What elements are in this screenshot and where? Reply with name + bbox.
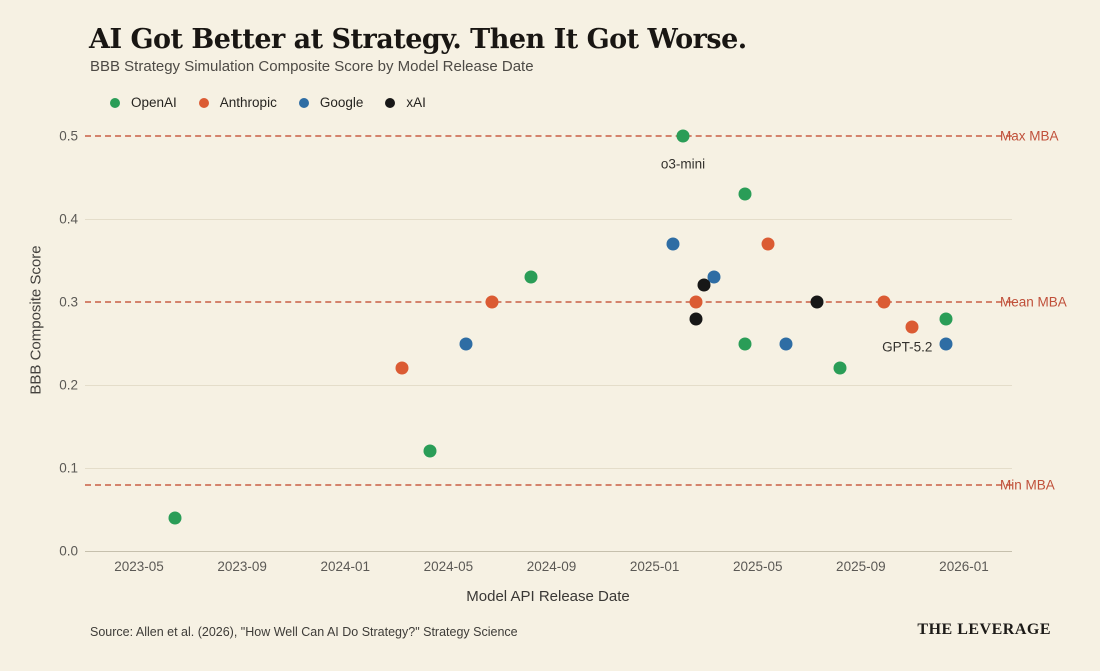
data-point-google [459, 337, 473, 350]
x-tick-label: 2025-05 [732, 559, 783, 574]
legend-label: Anthropic [219, 95, 277, 110]
x-tick-label: 2024-05 [423, 559, 474, 574]
x-tick-label: 2023-09 [217, 559, 267, 574]
x-axis-title: Model API Release Date [466, 588, 630, 605]
x-tick-label: 2024-01 [320, 559, 371, 574]
y-axis-title: BBB Composite Score [27, 245, 45, 395]
chart-subtitle: BBB Strategy Simulation Composite Score … [90, 58, 534, 75]
legend-label: OpenAI [131, 95, 177, 110]
ref-label-mean-mba: Mean MBA [1000, 294, 1067, 310]
brand-logo: THE LEVERAGE [917, 621, 1051, 638]
data-point-xai [689, 312, 703, 326]
y-tick-label: 0.5 [59, 128, 78, 144]
annotation-gpt-5-2: GPT-5.2 [882, 339, 933, 355]
data-point-xai [697, 278, 711, 292]
data-point-google [707, 270, 721, 284]
legend-item-google: Google [298, 95, 364, 110]
y-tick-label: 0.1 [59, 460, 78, 476]
y-tick-label: 0.0 [59, 543, 78, 559]
gridline [85, 219, 1012, 220]
data-point-openai [738, 337, 752, 350]
ref-label-min-mba: Min MBA [1000, 477, 1055, 493]
data-point-openai [939, 312, 953, 326]
y-tick-label: 0.2 [59, 377, 78, 393]
data-point-openai [676, 129, 690, 143]
data-point-openai [738, 187, 752, 201]
data-point-openai [524, 270, 538, 284]
x-tick-label: 2023-05 [114, 559, 164, 574]
x-tick-label: 2026-01 [939, 559, 989, 574]
legend-swatch-anthropic [198, 97, 209, 108]
ref-line-min-mba [85, 483, 1012, 486]
legend: OpenAI Anthropic Google xAI [110, 95, 426, 110]
chart-title: AI Got Better at Strategy. Then It Got W… [89, 24, 747, 55]
legend-swatch-xai [385, 97, 396, 108]
x-tick-label: 2025-09 [836, 559, 886, 574]
gridline [85, 385, 1012, 386]
annotation-o3-mini: o3-mini [660, 156, 706, 172]
data-point-google [666, 237, 680, 251]
y-tick-label: 0.3 [59, 294, 78, 310]
data-point-anthropic [877, 295, 891, 309]
data-point-xai [810, 295, 824, 309]
ref-label-max-mba: Max MBA [1000, 128, 1059, 144]
data-point-anthropic [485, 295, 499, 309]
data-point-anthropic [761, 237, 775, 251]
x-axis-baseline [85, 551, 1012, 552]
data-point-anthropic [689, 295, 703, 309]
legend-label: Google [319, 95, 364, 110]
data-point-openai [168, 511, 182, 525]
legend-swatch-openai [110, 97, 120, 108]
data-point-openai [833, 361, 847, 375]
data-point-google [779, 337, 793, 350]
source-note: Source: Allen et al. (2026), "How Well C… [90, 625, 518, 639]
legend-item-openai: OpenAI [110, 95, 177, 110]
legend-swatch-google [298, 97, 309, 108]
data-point-openai [423, 444, 437, 458]
x-tick-label: 2024-09 [526, 559, 577, 574]
legend-item-xai: xAI [385, 95, 426, 110]
y-tick-label: 0.4 [59, 211, 78, 227]
x-tick-label: 2025-01 [629, 559, 680, 574]
data-point-google [939, 337, 953, 350]
data-point-anthropic [905, 320, 919, 334]
legend-item-anthropic: Anthropic [198, 95, 277, 110]
ref-line-mean-mba [85, 301, 1012, 303]
gridline [85, 468, 1012, 469]
ref-line-max-mba [85, 135, 1012, 137]
data-point-anthropic [395, 361, 409, 375]
legend-label: xAI [406, 95, 426, 110]
